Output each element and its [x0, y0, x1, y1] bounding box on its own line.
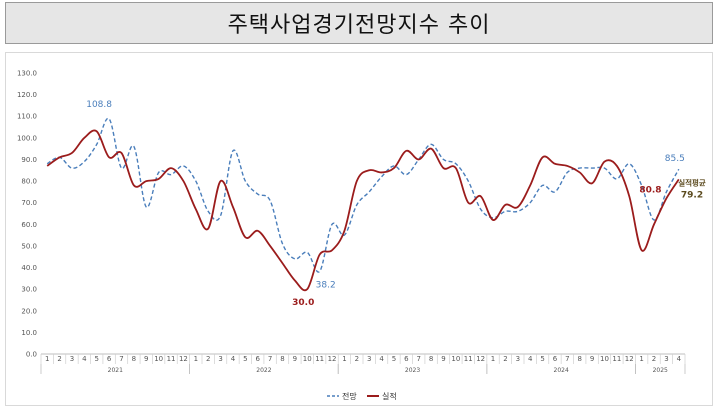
x-month-label: 8	[429, 355, 433, 363]
x-month-label: 7	[268, 355, 272, 363]
y-tick-label: 100.0	[17, 134, 37, 142]
x-month-label: 7	[416, 355, 420, 363]
x-month-label: 12	[328, 355, 337, 363]
x-month-label: 8	[280, 355, 284, 363]
y-tick-label: 80.0	[21, 178, 37, 186]
x-month-label: 3	[70, 355, 74, 363]
x-month-label: 7	[119, 355, 123, 363]
x-month-label: 1	[194, 355, 198, 363]
y-tick-label: 120.0	[17, 91, 37, 99]
y-tick-label: 60.0	[21, 221, 37, 229]
legend-item: 실적	[382, 391, 397, 401]
x-month-label: 12	[625, 355, 634, 363]
chart-frame	[5, 52, 713, 406]
x-month-label: 5	[392, 355, 396, 363]
x-month-label: 12	[179, 355, 188, 363]
y-tick-label: 130.0	[17, 70, 37, 78]
y-tick-label: 10.0	[21, 329, 37, 337]
x-year-label: 2023	[405, 367, 420, 374]
x-month-label: 2	[57, 355, 61, 363]
x-month-label: 9	[590, 355, 594, 363]
x-month-label: 4	[379, 355, 384, 363]
x-month-label: 6	[404, 355, 409, 363]
chart-title-bar: 주택사업경기전망지수 추이	[5, 2, 713, 44]
average-value: 79.2	[681, 191, 703, 201]
x-month-label: 6	[255, 355, 260, 363]
x-month-label: 10	[154, 355, 163, 363]
x-month-label: 10	[600, 355, 609, 363]
x-month-label: 5	[94, 355, 98, 363]
x-month-label: 3	[664, 355, 668, 363]
x-month-label: 1	[45, 355, 49, 363]
x-month-label: 10	[303, 355, 312, 363]
x-month-label: 1	[639, 355, 643, 363]
x-month-label: 3	[516, 355, 520, 363]
y-tick-label: 20.0	[21, 307, 37, 315]
x-month-label: 7	[565, 355, 569, 363]
x-month-label: 2	[652, 355, 656, 363]
y-tick-label: 0.0	[26, 351, 37, 359]
x-month-label: 4	[231, 355, 236, 363]
x-month-label: 4	[528, 355, 533, 363]
average-label: 실적평균	[678, 178, 706, 188]
x-month-label: 11	[167, 355, 176, 363]
x-month-label: 10	[451, 355, 460, 363]
x-month-label: 8	[577, 355, 581, 363]
x-month-label: 9	[441, 355, 445, 363]
x-month-label: 11	[315, 355, 324, 363]
data-label: 30.0	[292, 298, 314, 308]
x-month-label: 4	[677, 355, 682, 363]
x-month-label: 12	[476, 355, 485, 363]
x-year-label: 2021	[108, 367, 123, 374]
series-line-actual	[46, 129, 680, 292]
legend-item: 전망	[342, 391, 357, 401]
series-line-forecast	[46, 117, 680, 273]
x-month-label: 9	[293, 355, 297, 363]
chart-title: 주택사업경기전망지수 추이	[227, 13, 491, 38]
x-month-label: 6	[107, 355, 112, 363]
x-month-label: 3	[367, 355, 371, 363]
data-label: 108.8	[86, 100, 112, 110]
y-tick-label: 50.0	[21, 242, 37, 250]
x-month-label: 6	[553, 355, 558, 363]
y-tick-label: 110.0	[17, 113, 37, 121]
x-month-label: 2	[355, 355, 359, 363]
x-month-label: 5	[243, 355, 247, 363]
y-tick-label: 30.0	[21, 286, 37, 294]
data-label: 85.5	[665, 154, 685, 164]
x-month-label: 5	[540, 355, 544, 363]
data-label: 80.8	[639, 185, 661, 195]
x-month-label: 4	[82, 355, 87, 363]
x-month-label: 11	[464, 355, 473, 363]
x-month-label: 2	[206, 355, 210, 363]
x-month-label: 11	[612, 355, 621, 363]
x-year-label: 2022	[256, 367, 271, 374]
y-tick-label: 40.0	[21, 264, 37, 272]
x-month-label: 3	[218, 355, 222, 363]
y-tick-label: 70.0	[21, 199, 37, 207]
x-month-label: 1	[342, 355, 346, 363]
data-label: 38.2	[316, 280, 336, 290]
x-month-label: 2	[503, 355, 507, 363]
x-month-label: 8	[132, 355, 136, 363]
y-tick-label: 90.0	[21, 156, 37, 164]
x-month-label: 9	[144, 355, 148, 363]
x-year-label: 2024	[554, 367, 569, 374]
x-month-label: 1	[491, 355, 495, 363]
x-year-label: 2025	[653, 367, 668, 374]
